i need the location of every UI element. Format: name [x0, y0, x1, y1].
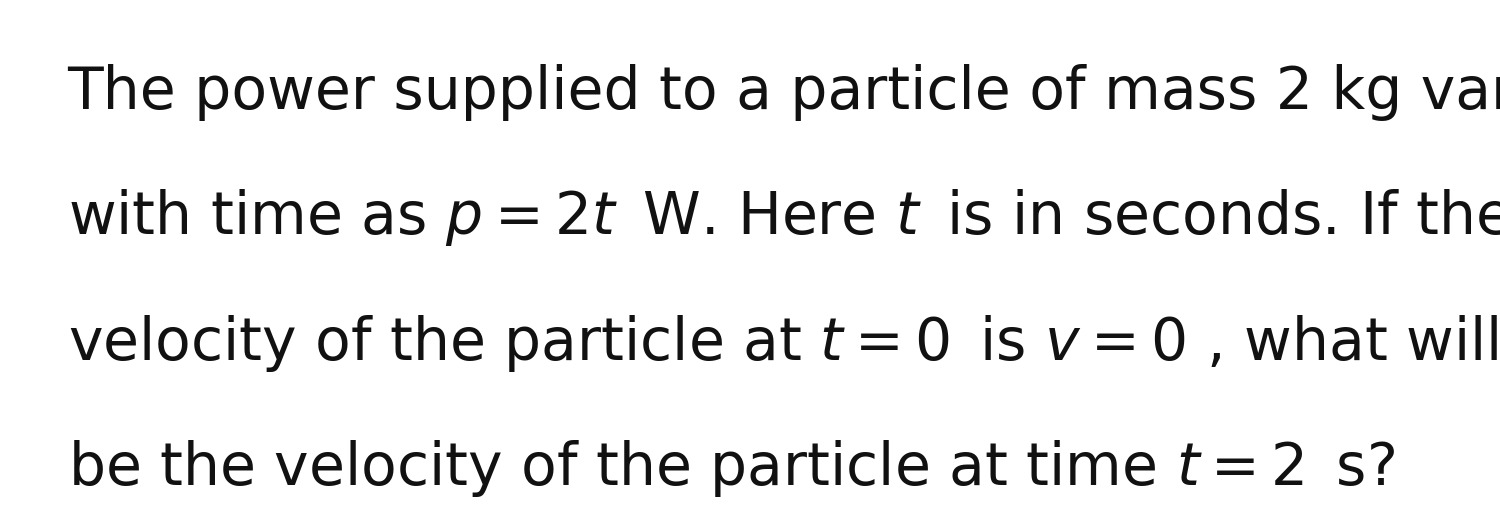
Text: velocity of the particle at $t = 0\,$ is $v = 0$ , what will: velocity of the particle at $t = 0\,$ is… [68, 312, 1498, 374]
Text: with time as $p = 2t\,$ W. Here $t\,$ is in seconds. If the: with time as $p = 2t\,$ W. Here $t\,$ is… [68, 187, 1500, 248]
Text: The power supplied to a particle of mass 2 kg varies: The power supplied to a particle of mass… [68, 63, 1500, 121]
Text: be the velocity of the particle at time $t = 2\,$ s?: be the velocity of the particle at time … [68, 438, 1395, 499]
